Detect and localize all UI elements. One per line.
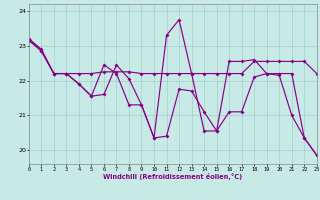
X-axis label: Windchill (Refroidissement éolien,°C): Windchill (Refroidissement éolien,°C) — [103, 173, 243, 180]
